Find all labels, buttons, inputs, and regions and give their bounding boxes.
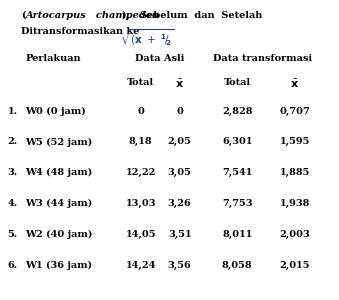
Text: 3,51: 3,51 [168, 230, 192, 239]
Text: 0: 0 [137, 106, 144, 116]
Text: W0 (0 jam): W0 (0 jam) [25, 106, 86, 116]
Text: 8,011: 8,011 [222, 230, 253, 239]
Text: 7,541: 7,541 [222, 168, 253, 177]
Text: 1,938: 1,938 [280, 199, 310, 208]
Text: ),   Sebelum  dan  Setelah: ), Sebelum dan Setelah [122, 11, 262, 20]
Text: 3,05: 3,05 [168, 168, 192, 177]
Text: 1,885: 1,885 [280, 168, 310, 177]
Text: 4.: 4. [7, 199, 18, 208]
Text: W5 (52 jam): W5 (52 jam) [25, 137, 93, 146]
Text: 14,05: 14,05 [125, 230, 156, 239]
Text: $\bar{\mathbf{x}}$: $\bar{\mathbf{x}}$ [291, 78, 299, 90]
Text: $\bar{\mathbf{x}}$: $\bar{\mathbf{x}}$ [175, 78, 184, 90]
Text: W2 (40 jam): W2 (40 jam) [25, 230, 93, 239]
Text: W3 (44 jam): W3 (44 jam) [25, 199, 93, 208]
Text: 1,595: 1,595 [280, 137, 310, 146]
Text: 8,18: 8,18 [129, 137, 153, 146]
Text: 13,03: 13,03 [125, 199, 156, 208]
Text: W1 (36 jam): W1 (36 jam) [25, 261, 93, 270]
Text: 1.: 1. [7, 106, 17, 116]
Text: 6.: 6. [7, 261, 18, 270]
Text: Artocarpus   champeden: Artocarpus champeden [25, 11, 160, 20]
Text: Perlakuan: Perlakuan [25, 54, 81, 63]
Text: 14,24: 14,24 [125, 261, 156, 270]
Text: 2,828: 2,828 [222, 106, 253, 116]
Text: 12,22: 12,22 [125, 168, 156, 177]
Text: 6,301: 6,301 [222, 137, 253, 146]
Text: 7,753: 7,753 [222, 199, 253, 208]
Text: Total: Total [224, 78, 251, 87]
Text: Data Asli: Data Asli [135, 54, 184, 63]
Text: 3,56: 3,56 [168, 261, 192, 270]
Text: 3.: 3. [7, 168, 18, 177]
Text: (: ( [21, 11, 25, 20]
Text: W4 (48 jam): W4 (48 jam) [25, 168, 93, 177]
Text: $\sqrt{(\mathbf{x}\ +\ ^{\mathbf{1}}\!/\!_{\mathbf{2}}}$: $\sqrt{(\mathbf{x}\ +\ ^{\mathbf{1}}\!/\… [120, 27, 175, 47]
Text: 2,05: 2,05 [168, 137, 192, 146]
Text: 5.: 5. [7, 230, 18, 239]
Text: 2,015: 2,015 [280, 261, 310, 270]
Text: Ditransformasikan ke: Ditransformasikan ke [21, 27, 143, 36]
Text: Total: Total [127, 78, 154, 87]
Text: 2.: 2. [7, 137, 18, 146]
Text: 3,26: 3,26 [168, 199, 192, 208]
Text: 0,707: 0,707 [280, 106, 310, 116]
Text: 8,058: 8,058 [222, 261, 253, 270]
Text: 0: 0 [176, 106, 183, 116]
Text: Data transformasi: Data transformasi [213, 54, 312, 63]
Text: 2,003: 2,003 [280, 230, 310, 239]
